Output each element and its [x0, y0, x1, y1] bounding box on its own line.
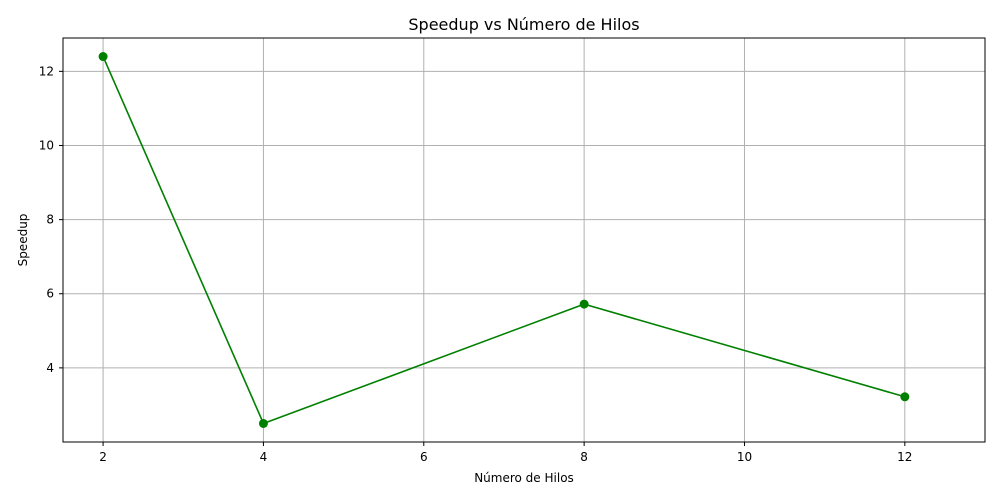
y-axis-label: Speedup: [16, 214, 30, 267]
y-tick-label: 6: [46, 287, 54, 301]
y-tick-label: 4: [46, 361, 54, 375]
ticks-layer: 2 4 6 8 10 12 4 6 8 10 12: [39, 64, 913, 464]
data-point: [900, 392, 910, 402]
x-tick-label: 2: [99, 450, 107, 464]
y-tick-label: 8: [46, 213, 54, 227]
series-line: [102, 56, 906, 425]
data-point: [579, 299, 589, 309]
y-tick-label: 10: [39, 138, 54, 152]
x-axis-label: Número de Hilos: [474, 471, 574, 485]
x-tick-label: 12: [897, 450, 912, 464]
plot-frame: [62, 37, 986, 443]
x-tick-label: 10: [737, 450, 752, 464]
grid-lines: [63, 38, 985, 442]
x-tick-label: 8: [580, 450, 588, 464]
data-point: [258, 418, 268, 428]
data-point: [98, 52, 108, 62]
x-tick-label: 4: [260, 450, 268, 464]
chart-title: Speedup vs Número de Hilos: [408, 15, 639, 34]
x-tick-label: 6: [420, 450, 428, 464]
series-layer: [98, 52, 910, 428]
y-tick-label: 12: [39, 64, 54, 78]
